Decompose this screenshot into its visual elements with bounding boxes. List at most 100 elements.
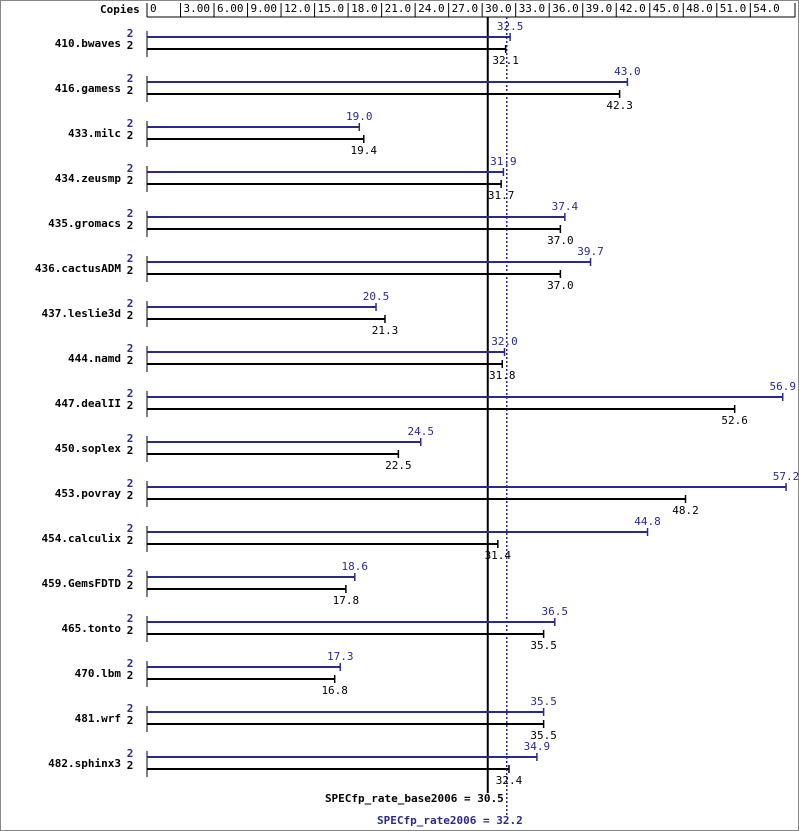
x-tick-label: 33.0 (519, 2, 546, 15)
copies: 2 (127, 567, 134, 580)
bar (147, 678, 335, 680)
copies: 2 (127, 129, 134, 142)
value-label: 31.8 (489, 369, 516, 382)
x-tick-label: 51.0 (720, 2, 747, 15)
bar (147, 81, 628, 83)
benchmark-name: 450.soplex (55, 442, 122, 455)
copies: 2 (127, 399, 134, 412)
copies: 2 (127, 264, 134, 277)
copies: 2 (127, 534, 134, 547)
value-label: 57.2 (773, 470, 799, 483)
copies: 2 (127, 432, 134, 445)
bar (147, 453, 399, 455)
copies: 2 (127, 207, 134, 220)
benchmark-name: 447.dealII (55, 397, 121, 410)
value-label: 36.5 (542, 605, 569, 618)
benchmark-name: 470.lbm (75, 667, 122, 680)
copies: 2 (127, 714, 134, 727)
bar (147, 486, 787, 488)
copies: 2 (127, 657, 134, 670)
x-tick-label: 3.00 (184, 2, 211, 15)
x-tick-label: 21.0 (385, 2, 412, 15)
copies: 2 (127, 579, 134, 592)
value-label: 31.7 (488, 189, 515, 202)
benchmark-name: 436.cactusADM (35, 262, 121, 275)
bar (147, 576, 355, 578)
x-tick-label: 39.0 (586, 2, 613, 15)
value-label: 19.4 (350, 144, 377, 157)
copies: 2 (127, 522, 134, 535)
value-label: 56.9 (769, 380, 796, 393)
bar (147, 633, 544, 635)
bar (147, 48, 506, 50)
bar (147, 216, 565, 218)
copies: 2 (127, 669, 134, 682)
copies: 2 (127, 624, 134, 637)
value-label: 52.6 (721, 414, 748, 427)
bar (147, 588, 346, 590)
bar (147, 408, 735, 410)
benchmark-name: 482.sphinx3 (48, 757, 121, 770)
copies: 2 (127, 387, 134, 400)
copies: 2 (127, 84, 134, 97)
value-label: 37.0 (547, 234, 574, 247)
benchmark-name: 437.leslie3d (42, 307, 121, 320)
x-tick-label: 27.0 (452, 2, 479, 15)
value-label: 32.1 (492, 54, 519, 67)
reference-label: SPECfp_rate2006 = 32.2 (377, 814, 523, 827)
bar (147, 621, 555, 623)
copies: 2 (127, 219, 134, 232)
copies: 2 (127, 747, 134, 760)
bar (147, 498, 686, 500)
value-label: 37.4 (552, 200, 579, 213)
value-label: 22.5 (385, 459, 412, 472)
value-label: 37.0 (547, 279, 574, 292)
value-label: 19.0 (346, 110, 373, 123)
x-tick-label: 30.0 (485, 2, 512, 15)
value-label: 31.9 (490, 155, 517, 168)
bar (147, 261, 591, 263)
benchmark-name: 459.GemsFDTD (42, 577, 122, 590)
value-label: 21.3 (372, 324, 399, 337)
x-tick-label: 45.0 (653, 2, 680, 15)
copies: 2 (127, 309, 134, 322)
value-label: 48.2 (672, 504, 699, 517)
value-label: 24.5 (407, 425, 434, 438)
copies: 2 (127, 759, 134, 772)
x-tick-label: 48.0 (686, 2, 713, 15)
copies: 2 (127, 39, 134, 52)
x-tick-label: 12.0 (284, 2, 311, 15)
bar (147, 138, 364, 140)
value-label: 32.0 (491, 335, 518, 348)
benchmark-name: 454.calculix (42, 532, 122, 545)
x-tick-label: 0 (150, 2, 157, 15)
copies: 2 (127, 162, 134, 175)
benchmark-name: 434.zeusmp (55, 172, 122, 185)
copies: 2 (127, 354, 134, 367)
benchmark-name: 416.gamess (55, 82, 121, 95)
bar (147, 723, 544, 725)
bar (147, 531, 648, 533)
value-label: 34.9 (524, 740, 551, 753)
copies: 2 (127, 612, 134, 625)
value-label: 35.5 (530, 695, 557, 708)
copies: 2 (127, 117, 134, 130)
benchmark-name: 433.milc (68, 127, 121, 140)
x-tick-label: 6.00 (217, 2, 244, 15)
benchmark-name: 444.namd (68, 352, 121, 365)
x-tick-label: 36.0 (552, 2, 579, 15)
value-label: 43.0 (614, 65, 641, 78)
benchmark-name: 410.bwaves (55, 37, 121, 50)
bar (147, 666, 341, 668)
x-tick-label: 9.00 (251, 2, 278, 15)
x-tick-label: 15.0 (318, 2, 345, 15)
bar (147, 756, 537, 758)
bar (147, 318, 385, 320)
value-label: 20.5 (363, 290, 390, 303)
value-label: 17.8 (333, 594, 360, 607)
value-label: 32.4 (496, 774, 523, 787)
copies: 2 (127, 27, 134, 40)
bar (147, 351, 505, 353)
